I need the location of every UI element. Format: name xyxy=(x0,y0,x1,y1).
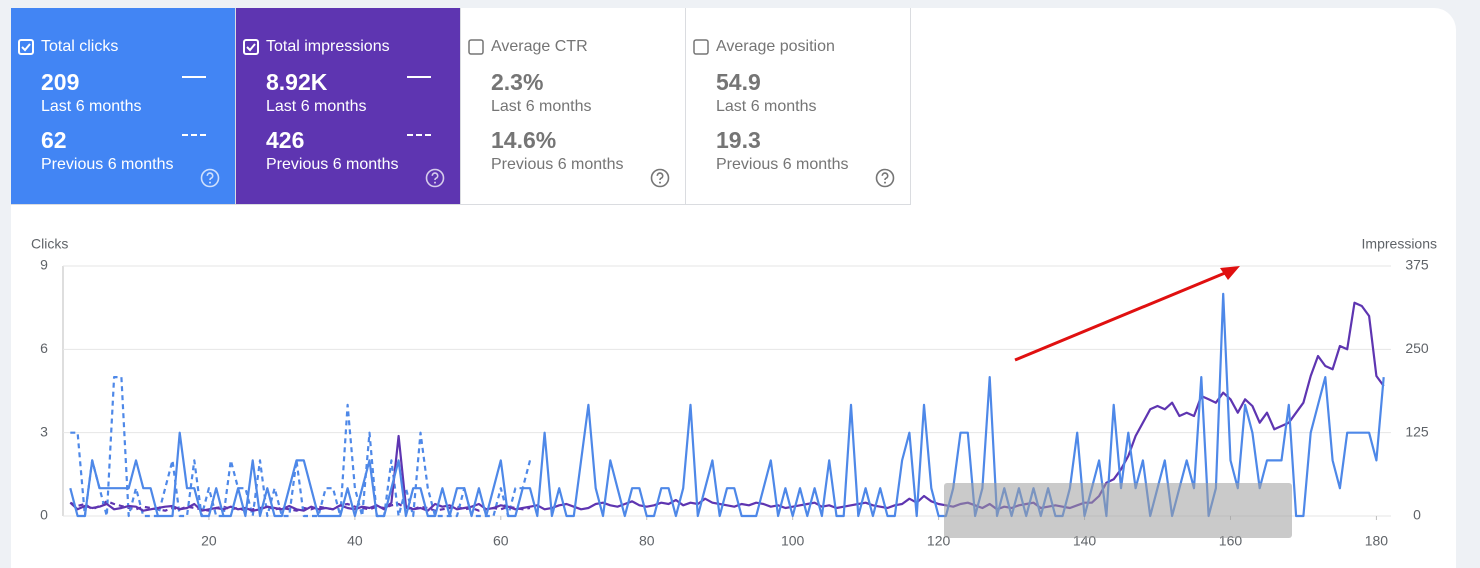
current-value: 209 xyxy=(41,69,80,95)
x-tick-label: 20 xyxy=(201,533,217,549)
current-label: Last 6 months xyxy=(41,98,142,115)
metric-card[interactable]: Average CTR 2.3% Last 6 months 14.6% Previou… xyxy=(461,8,686,205)
arrow-head xyxy=(1220,266,1240,280)
previous-value: 62 xyxy=(41,127,67,153)
series-line xyxy=(70,376,532,518)
y2-axis-title: Impressions xyxy=(1362,236,1437,252)
current-value: 2.3% xyxy=(491,69,544,95)
x-tick-label: 100 xyxy=(781,533,805,549)
checkbox[interactable] xyxy=(18,39,34,55)
help-icon[interactable] xyxy=(650,168,670,188)
card-label: Average position xyxy=(693,38,835,56)
page: Total clicks 209 Last 6 months 62 Previous 6… xyxy=(11,8,1456,568)
toast-overlay xyxy=(944,483,1292,538)
previous-label: Previous 6 months xyxy=(41,156,174,173)
current-label: Last 6 months xyxy=(716,98,817,115)
series-line xyxy=(69,292,1385,518)
x-tick-label: 80 xyxy=(639,533,655,549)
previous-label: Previous 6 months xyxy=(716,156,849,173)
y2-tick-label: 0 xyxy=(1413,507,1421,523)
x-tick-label: 40 xyxy=(347,533,363,549)
y-axis-title: Clicks xyxy=(31,236,68,252)
checkbox[interactable] xyxy=(468,39,484,55)
line-style-icon xyxy=(407,76,431,78)
checkbox[interactable] xyxy=(243,39,259,55)
x-tick-label: 180 xyxy=(1365,533,1389,549)
help-icon[interactable] xyxy=(875,168,895,188)
series-line xyxy=(69,301,1385,512)
current-value: 8.92K xyxy=(266,69,328,95)
annotation-arrow xyxy=(1014,271,1226,362)
previous-value: 426 xyxy=(266,127,305,153)
previous-value: 14.6% xyxy=(491,127,557,153)
help-icon[interactable] xyxy=(425,168,445,188)
checkbox[interactable] xyxy=(693,39,709,55)
y-tick-label: 6 xyxy=(40,340,48,356)
previous-label: Previous 6 months xyxy=(491,156,624,173)
y-tick-label: 0 xyxy=(40,507,48,523)
previous-value: 19.3 xyxy=(716,127,761,153)
y2-tick-label: 250 xyxy=(1405,340,1429,356)
y2-tick-label: 375 xyxy=(1405,257,1429,273)
current-value: 54.9 xyxy=(716,69,761,95)
current-label: Last 6 months xyxy=(491,98,592,115)
previous-label: Previous 6 months xyxy=(266,156,399,173)
card-label: Total clicks xyxy=(18,38,118,56)
card-label: Average CTR xyxy=(468,38,588,56)
current-label: Last 6 months xyxy=(266,98,367,115)
metric-card[interactable]: Total impressions 8.92K Last 6 months 426 Pr… xyxy=(236,8,461,205)
card-label: Total impressions xyxy=(243,38,390,56)
y-tick-label: 9 xyxy=(40,257,48,273)
x-tick-label: 60 xyxy=(493,533,509,549)
y2-tick-label: 125 xyxy=(1405,423,1429,439)
line-style-icon xyxy=(407,134,431,136)
y-tick-label: 3 xyxy=(40,423,48,439)
line-style-icon xyxy=(182,134,206,136)
metric-card[interactable]: Total clicks 209 Last 6 months 62 Previous 6… xyxy=(11,8,236,205)
chart: Clicks Impressions 0 3 6 9 0 125 250 375 20 40 60 8… xyxy=(31,236,1437,549)
line-style-icon xyxy=(182,76,206,78)
metric-card[interactable]: Average position 54.9 Last 6 months 19.3 Pre… xyxy=(686,8,911,205)
help-icon[interactable] xyxy=(200,168,220,188)
metric-cards: Total clicks 209 Last 6 months 62 Previous 6… xyxy=(11,8,911,205)
